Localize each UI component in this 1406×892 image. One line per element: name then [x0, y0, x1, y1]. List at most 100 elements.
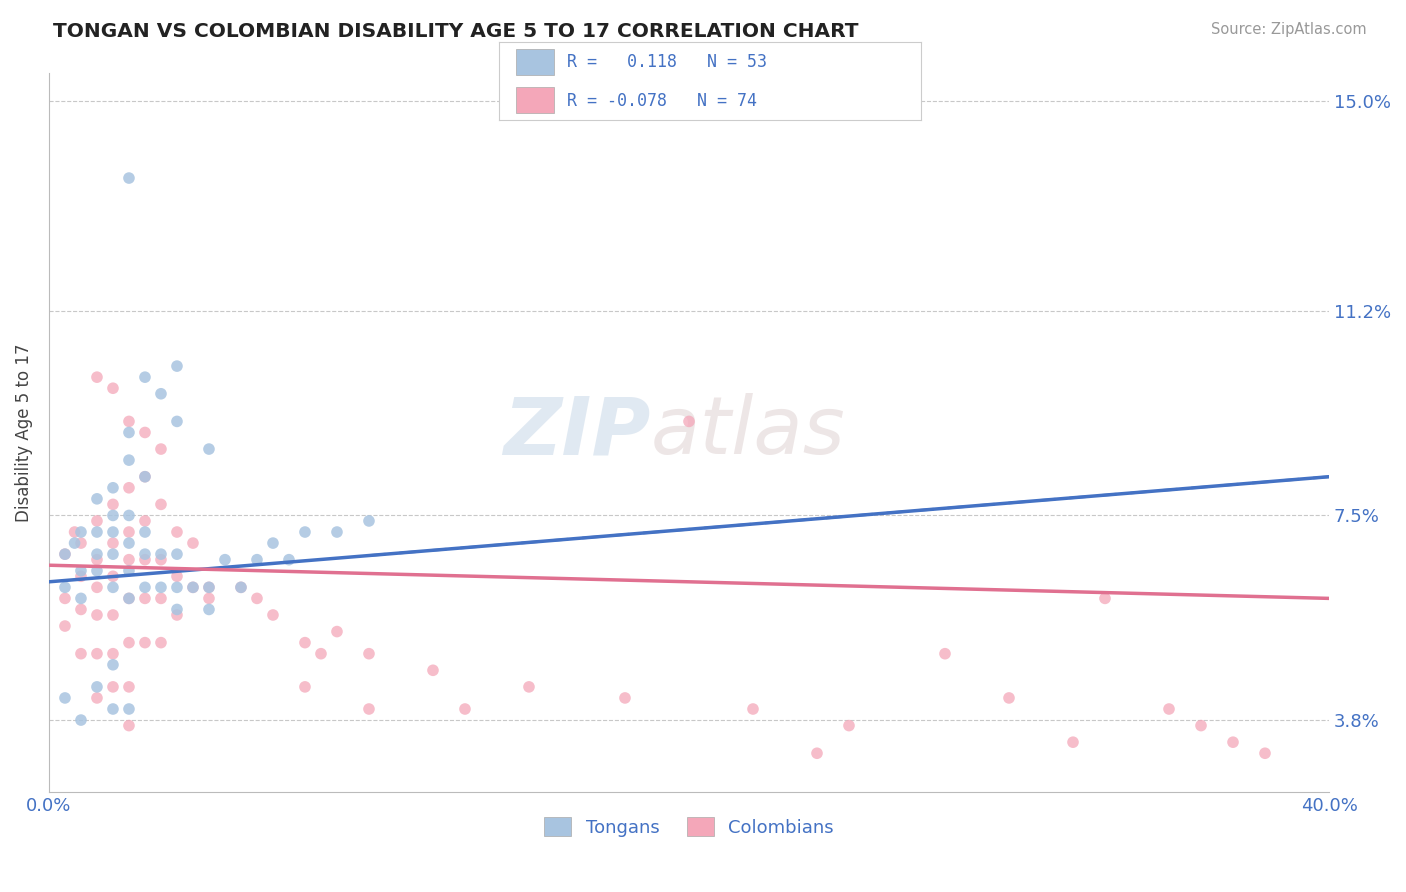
Point: [454, 702, 477, 716]
Point: [134, 580, 156, 594]
Point: [149, 635, 172, 649]
Point: [134, 514, 156, 528]
Point: [838, 718, 860, 732]
Point: [166, 524, 188, 539]
Point: [134, 552, 156, 566]
Point: [86, 580, 108, 594]
Point: [101, 569, 124, 583]
Point: [70, 647, 93, 661]
Point: [70, 536, 93, 550]
Bar: [516, 87, 554, 112]
Point: [149, 591, 172, 606]
Point: [53, 580, 76, 594]
Point: [149, 547, 172, 561]
Point: [1157, 702, 1180, 716]
Point: [118, 591, 141, 606]
Point: [53, 690, 76, 705]
Text: ZIP: ZIP: [503, 393, 651, 472]
Point: [357, 647, 380, 661]
Point: [101, 607, 124, 622]
Point: [118, 702, 141, 716]
Point: [86, 370, 108, 384]
Point: [101, 381, 124, 395]
Point: [229, 580, 252, 594]
Point: [101, 524, 124, 539]
Point: [517, 680, 540, 694]
Point: [294, 524, 316, 539]
Point: [70, 564, 93, 578]
Point: [166, 359, 188, 373]
Point: [86, 564, 108, 578]
Point: [326, 624, 349, 639]
Text: Source: ZipAtlas.com: Source: ZipAtlas.com: [1211, 22, 1367, 37]
Point: [101, 547, 124, 561]
Point: [806, 746, 828, 760]
Point: [1062, 735, 1084, 749]
Point: [86, 524, 108, 539]
Point: [86, 547, 108, 561]
Point: [134, 524, 156, 539]
Text: R =   0.118   N = 53: R = 0.118 N = 53: [567, 53, 766, 70]
Point: [53, 547, 76, 561]
Point: [198, 580, 221, 594]
Point: [118, 536, 141, 550]
Point: [262, 536, 284, 550]
Point: [118, 508, 141, 523]
Point: [198, 591, 221, 606]
Point: [278, 552, 301, 566]
Bar: [516, 49, 554, 75]
Point: [998, 690, 1021, 705]
Point: [166, 607, 188, 622]
Point: [357, 514, 380, 528]
Point: [134, 635, 156, 649]
Point: [166, 602, 188, 616]
Point: [101, 497, 124, 511]
Point: [118, 564, 141, 578]
Point: [294, 635, 316, 649]
Point: [101, 580, 124, 594]
Point: [118, 171, 141, 186]
Point: [134, 425, 156, 440]
Point: [86, 647, 108, 661]
Point: [70, 569, 93, 583]
Point: [118, 680, 141, 694]
Point: [86, 514, 108, 528]
Point: [86, 607, 108, 622]
Point: [118, 552, 141, 566]
Point: [118, 524, 141, 539]
Point: [422, 663, 444, 677]
Point: [134, 469, 156, 483]
Point: [86, 690, 108, 705]
Point: [1094, 591, 1116, 606]
Point: [198, 602, 221, 616]
Point: [63, 524, 86, 539]
Point: [181, 580, 204, 594]
Point: [309, 647, 332, 661]
Point: [229, 580, 252, 594]
Point: [101, 536, 124, 550]
Point: [134, 469, 156, 483]
Point: [101, 647, 124, 661]
Point: [70, 713, 93, 727]
Point: [101, 481, 124, 495]
Point: [214, 552, 236, 566]
Point: [53, 619, 76, 633]
Point: [246, 591, 269, 606]
Point: [149, 497, 172, 511]
Point: [149, 552, 172, 566]
Point: [70, 591, 93, 606]
Point: [118, 453, 141, 467]
Point: [101, 657, 124, 672]
Point: [166, 414, 188, 428]
Point: [86, 491, 108, 506]
Point: [262, 607, 284, 622]
Point: [294, 680, 316, 694]
Point: [118, 635, 141, 649]
Point: [198, 580, 221, 594]
Point: [118, 414, 141, 428]
Point: [101, 680, 124, 694]
Text: R = -0.078   N = 74: R = -0.078 N = 74: [567, 92, 756, 110]
Point: [63, 536, 86, 550]
Point: [166, 547, 188, 561]
Point: [678, 414, 700, 428]
